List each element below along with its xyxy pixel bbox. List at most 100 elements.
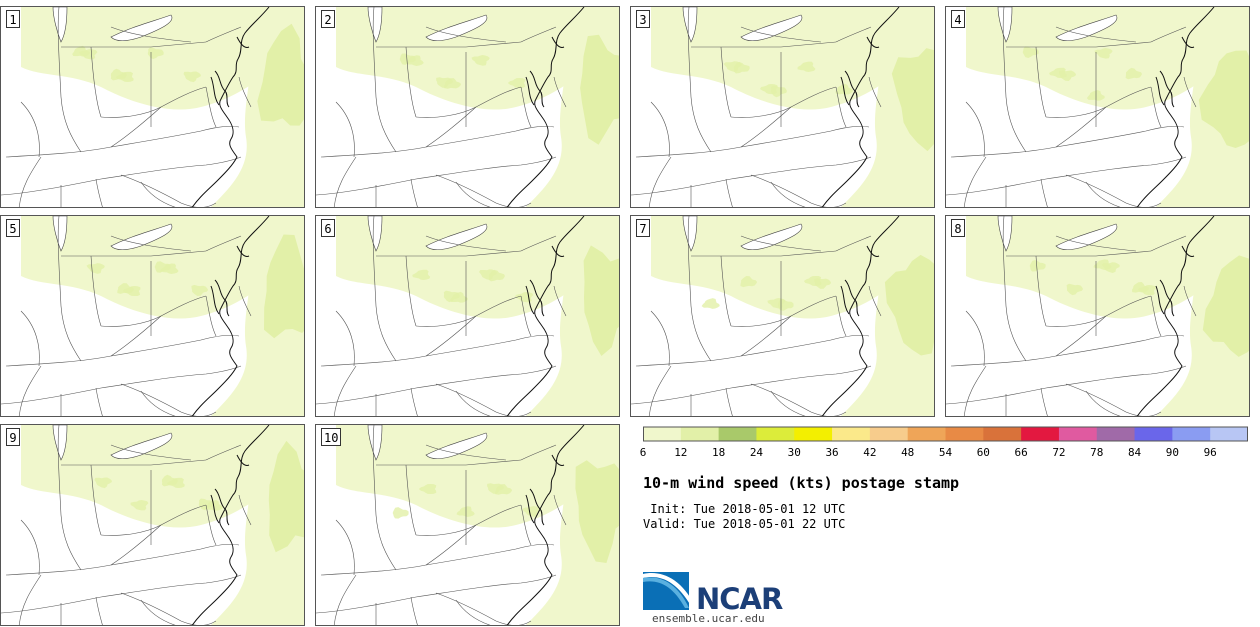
state-boundary	[376, 459, 522, 466]
state-boundary	[868, 76, 882, 108]
colorbar-tick-label: 6	[639, 446, 647, 459]
wind-shading-offshore	[884, 254, 934, 356]
state-boundary	[18, 156, 42, 207]
wind-shading-offshore	[583, 245, 619, 356]
wind-shading-patch	[79, 49, 98, 60]
state-boundary	[140, 181, 176, 207]
map	[1, 7, 304, 207]
state-boundary	[1150, 26, 1187, 43]
lake	[425, 432, 488, 460]
state-boundary	[520, 295, 532, 337]
lake	[425, 14, 488, 42]
state-boundary	[410, 596, 418, 625]
state-boundary	[90, 255, 102, 327]
wind-shading-patch	[488, 269, 505, 282]
state-boundary	[1002, 216, 1027, 362]
coastline	[525, 454, 565, 526]
colorbar-tick-label: 54	[938, 446, 953, 459]
colorbar-swatch	[756, 427, 795, 441]
state-boundary	[635, 334, 870, 367]
state-boundary	[520, 504, 532, 546]
wind-shading-patch	[160, 263, 179, 274]
state-boundary	[61, 250, 207, 257]
state-boundary	[110, 444, 192, 461]
state-boundary	[372, 216, 397, 362]
state-boundary	[750, 383, 847, 416]
state-boundary	[1006, 250, 1152, 257]
state-boundary	[687, 7, 712, 153]
state-boundary	[110, 106, 162, 148]
state-boundary	[650, 101, 670, 158]
lake	[367, 7, 383, 43]
state-boundary	[835, 295, 847, 337]
state-boundary	[1055, 315, 1107, 357]
state-boundary	[1055, 26, 1137, 43]
state-boundary	[770, 390, 806, 416]
wind-shading-patch	[418, 484, 437, 494]
state-boundary	[835, 26, 872, 43]
state-boundary	[205, 26, 242, 43]
state-boundary	[335, 310, 355, 367]
state-boundary	[1065, 383, 1162, 416]
state-boundary	[691, 41, 837, 48]
member-number: 8	[951, 219, 965, 237]
state-boundary	[740, 106, 792, 148]
lake	[682, 7, 698, 43]
lake	[740, 223, 803, 251]
lake	[110, 14, 173, 42]
state-boundary	[110, 315, 162, 357]
wind-shading-patch	[1066, 283, 1083, 296]
member-number: 6	[321, 219, 335, 237]
coastline	[210, 36, 250, 108]
state-boundary	[520, 444, 557, 461]
wind-shading-patch	[94, 477, 112, 489]
state-boundary	[1150, 235, 1187, 252]
member-panel-3: 3	[630, 6, 935, 208]
wind-shading-ocean	[841, 7, 934, 207]
state-boundary	[120, 592, 217, 625]
state-boundary	[335, 519, 355, 576]
colorbar-swatch	[1210, 427, 1248, 441]
colorbar-tick-label: 72	[1052, 446, 1066, 459]
state-boundary	[20, 101, 40, 158]
state-boundary	[1035, 255, 1047, 327]
state-boundary	[425, 315, 477, 357]
wind-shading-offshore	[1198, 50, 1249, 148]
coastline	[191, 216, 270, 416]
state-boundary	[333, 156, 357, 207]
state-boundary	[333, 365, 357, 416]
wind-shading-patch	[198, 498, 215, 511]
colorbar	[643, 426, 1248, 442]
state-boundary	[140, 390, 176, 416]
coastline	[506, 216, 585, 416]
colorbar-swatch	[718, 427, 757, 441]
map	[946, 216, 1249, 416]
colorbar-swatch	[1021, 427, 1060, 441]
state-boundary	[238, 285, 252, 317]
coastline	[1155, 245, 1195, 317]
state-boundary	[740, 26, 822, 43]
wind-shading-patch	[412, 269, 431, 280]
wind-shading-patch	[507, 78, 526, 88]
state-boundary	[110, 524, 162, 566]
state-boundary	[405, 46, 417, 118]
state-boundary	[687, 216, 712, 362]
map	[316, 7, 619, 207]
wind-shading-patch	[814, 278, 832, 289]
coastline	[191, 425, 270, 625]
map	[631, 216, 934, 416]
state-boundary	[425, 524, 477, 566]
colorbar-tick-label: 30	[787, 446, 801, 459]
state-boundary	[648, 156, 672, 207]
member-panel-4: 4	[945, 6, 1250, 208]
state-boundary	[372, 7, 397, 153]
state-boundary	[90, 464, 102, 536]
state-boundary	[316, 365, 557, 405]
state-boundary	[320, 543, 555, 576]
state-boundary	[410, 178, 418, 207]
wind-shading-north	[336, 216, 619, 319]
member-panel-6: 6	[315, 215, 620, 417]
colorbar-swatch	[1058, 427, 1098, 441]
member-number: 10	[321, 428, 342, 446]
state-boundary	[205, 235, 242, 252]
